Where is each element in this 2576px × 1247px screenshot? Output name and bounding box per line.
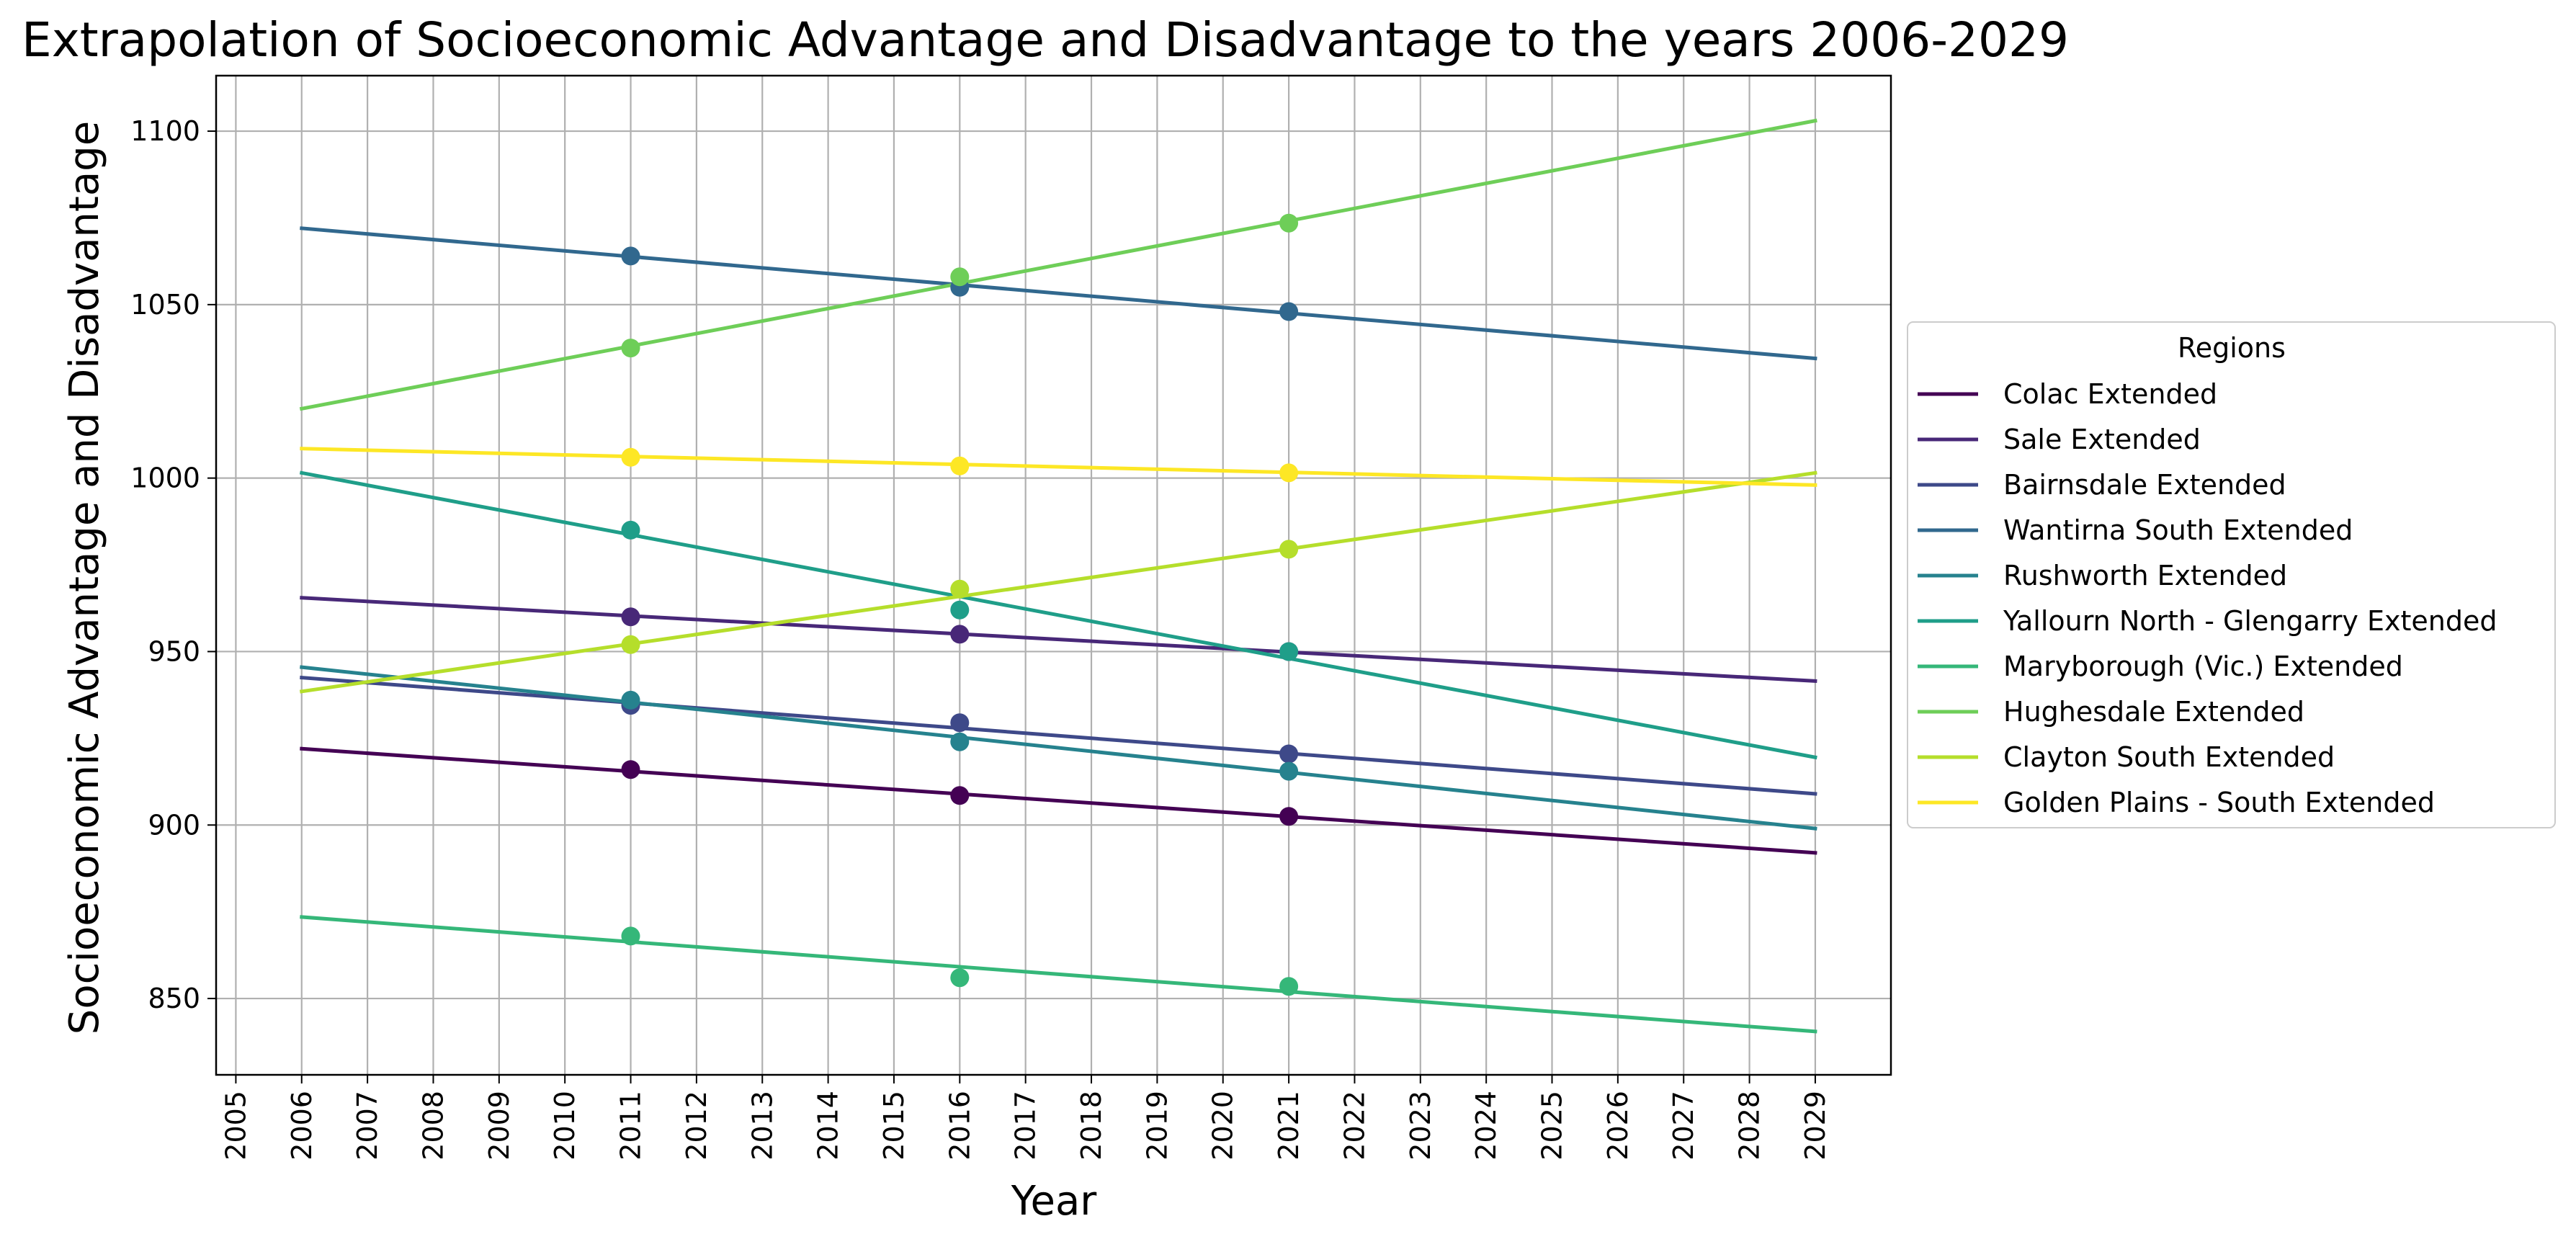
y-tick-label: 1100: [130, 115, 200, 147]
series-line: [300, 665, 1817, 831]
data-point: [1279, 540, 1299, 559]
data-point: [621, 447, 640, 467]
x-tick-label: 2016: [944, 1091, 975, 1161]
data-point: [1279, 761, 1299, 781]
legend-items: Colac Extended Sale Extended Bairnsdale Ex…: [1918, 378, 2497, 818]
plot-frame: [215, 74, 1892, 1076]
legend: Regions Colac Extended Sale Extended Bairn…: [1907, 321, 2556, 828]
legend-item-label: Rushworth Extended: [2003, 560, 2287, 591]
legend-item-label: Bairnsdale Extended: [2003, 469, 2286, 501]
series-line: [299, 118, 1817, 411]
legend-item-label: Hughesdale Extended: [2003, 696, 2304, 728]
data-point: [621, 607, 640, 627]
y-tick-label: 1000: [130, 462, 200, 494]
series-line: [299, 470, 1817, 760]
legend-item-label: Maryborough (Vic.) Extended: [2003, 651, 2403, 682]
x-tick-label: 2006: [286, 1091, 318, 1161]
data-point: [621, 339, 640, 358]
data-point: [950, 456, 970, 475]
x-tick-label: 2028: [1734, 1091, 1766, 1161]
x-tick-label: 2022: [1338, 1091, 1370, 1161]
x-axis-label: Year: [1011, 1178, 1098, 1225]
data-point: [621, 520, 640, 540]
x-tick-label: 2021: [1273, 1091, 1305, 1161]
data-point: [1279, 977, 1299, 996]
legend-item-label: Clayton South Extended: [2003, 741, 2335, 773]
data-point: [1279, 642, 1299, 661]
series-line: [300, 675, 1817, 796]
data-point: [950, 732, 970, 751]
data-point: [621, 760, 640, 779]
series-points: [621, 213, 1299, 996]
x-tick-label: 2019: [1141, 1091, 1173, 1161]
y-tick-label: 950: [148, 635, 200, 667]
data-point: [1279, 807, 1299, 826]
x-tick-label: 2023: [1405, 1091, 1436, 1161]
x-tick-label: 2029: [1799, 1091, 1831, 1161]
x-tick-label: 2012: [681, 1091, 712, 1161]
data-point: [1279, 302, 1299, 321]
data-point: [621, 690, 640, 710]
data-point: [1279, 463, 1299, 483]
series-line: [300, 596, 1817, 684]
legend-item-label: Wantirna South Extended: [2003, 514, 2353, 546]
x-tick-label: 2015: [878, 1091, 910, 1161]
data-point: [950, 786, 970, 805]
y-tick-label: 1050: [130, 289, 200, 321]
y-axis-label: Socioeconomic Advantage and Disadvantage: [61, 121, 108, 1034]
legend-item-label: Golden Plains - South Extended: [2003, 787, 2435, 818]
data-point: [1279, 744, 1299, 764]
x-tick-label: 2009: [483, 1091, 515, 1161]
x-tick-label: 2020: [1207, 1091, 1239, 1161]
legend-box: [1907, 321, 2556, 828]
x-tick-label: 2013: [746, 1091, 778, 1161]
legend-item-label: Sale Extended: [2003, 424, 2201, 455]
x-tick-label: 2026: [1602, 1091, 1634, 1161]
x-tick-label: 2014: [813, 1091, 844, 1161]
y-tick-label: 900: [148, 809, 200, 841]
x-tick-label: 2024: [1470, 1091, 1502, 1161]
x-tick-label: 2017: [1010, 1091, 1042, 1161]
data-point: [621, 246, 640, 266]
series-line: [300, 226, 1817, 361]
series-line: [300, 746, 1817, 855]
data-point: [950, 600, 970, 620]
x-tick-label: 2008: [417, 1091, 449, 1161]
x-axis-ticks: 2005 2006 2007 2008 2009 2010 2011 2012 2013 2014…: [220, 1075, 1831, 1161]
data-point: [950, 713, 970, 733]
chart-title: Extrapolation of Socioeconomic Advantage…: [22, 12, 2069, 68]
x-tick-label: 2027: [1668, 1091, 1699, 1161]
legend-title: Regions: [2178, 332, 2286, 364]
data-point: [950, 579, 970, 599]
x-tick-label: 2011: [615, 1091, 647, 1161]
y-tick-label: 850: [148, 983, 200, 1014]
series-line: [300, 447, 1817, 487]
series-line: [300, 915, 1817, 1034]
legend-item-label: Yallourn North - Glengarry Extended: [2003, 605, 2497, 637]
grid: [216, 76, 1891, 1075]
data-point: [621, 635, 640, 654]
data-point: [621, 926, 640, 946]
data-point: [1279, 213, 1299, 233]
series-line: [299, 470, 1817, 694]
legend-item-label: Colac Extended: [2003, 378, 2217, 410]
x-tick-label: 2010: [549, 1091, 581, 1161]
x-tick-label: 2018: [1075, 1091, 1107, 1161]
x-tick-label: 2005: [220, 1091, 251, 1161]
data-point: [950, 267, 970, 287]
data-point: [950, 625, 970, 644]
series-lines: [299, 118, 1817, 1034]
x-tick-label: 2007: [352, 1091, 383, 1161]
y-axis-ticks: 850 900 950 1000 1050 1100: [130, 115, 216, 1014]
x-tick-label: 2025: [1537, 1091, 1568, 1161]
data-point: [950, 968, 970, 988]
